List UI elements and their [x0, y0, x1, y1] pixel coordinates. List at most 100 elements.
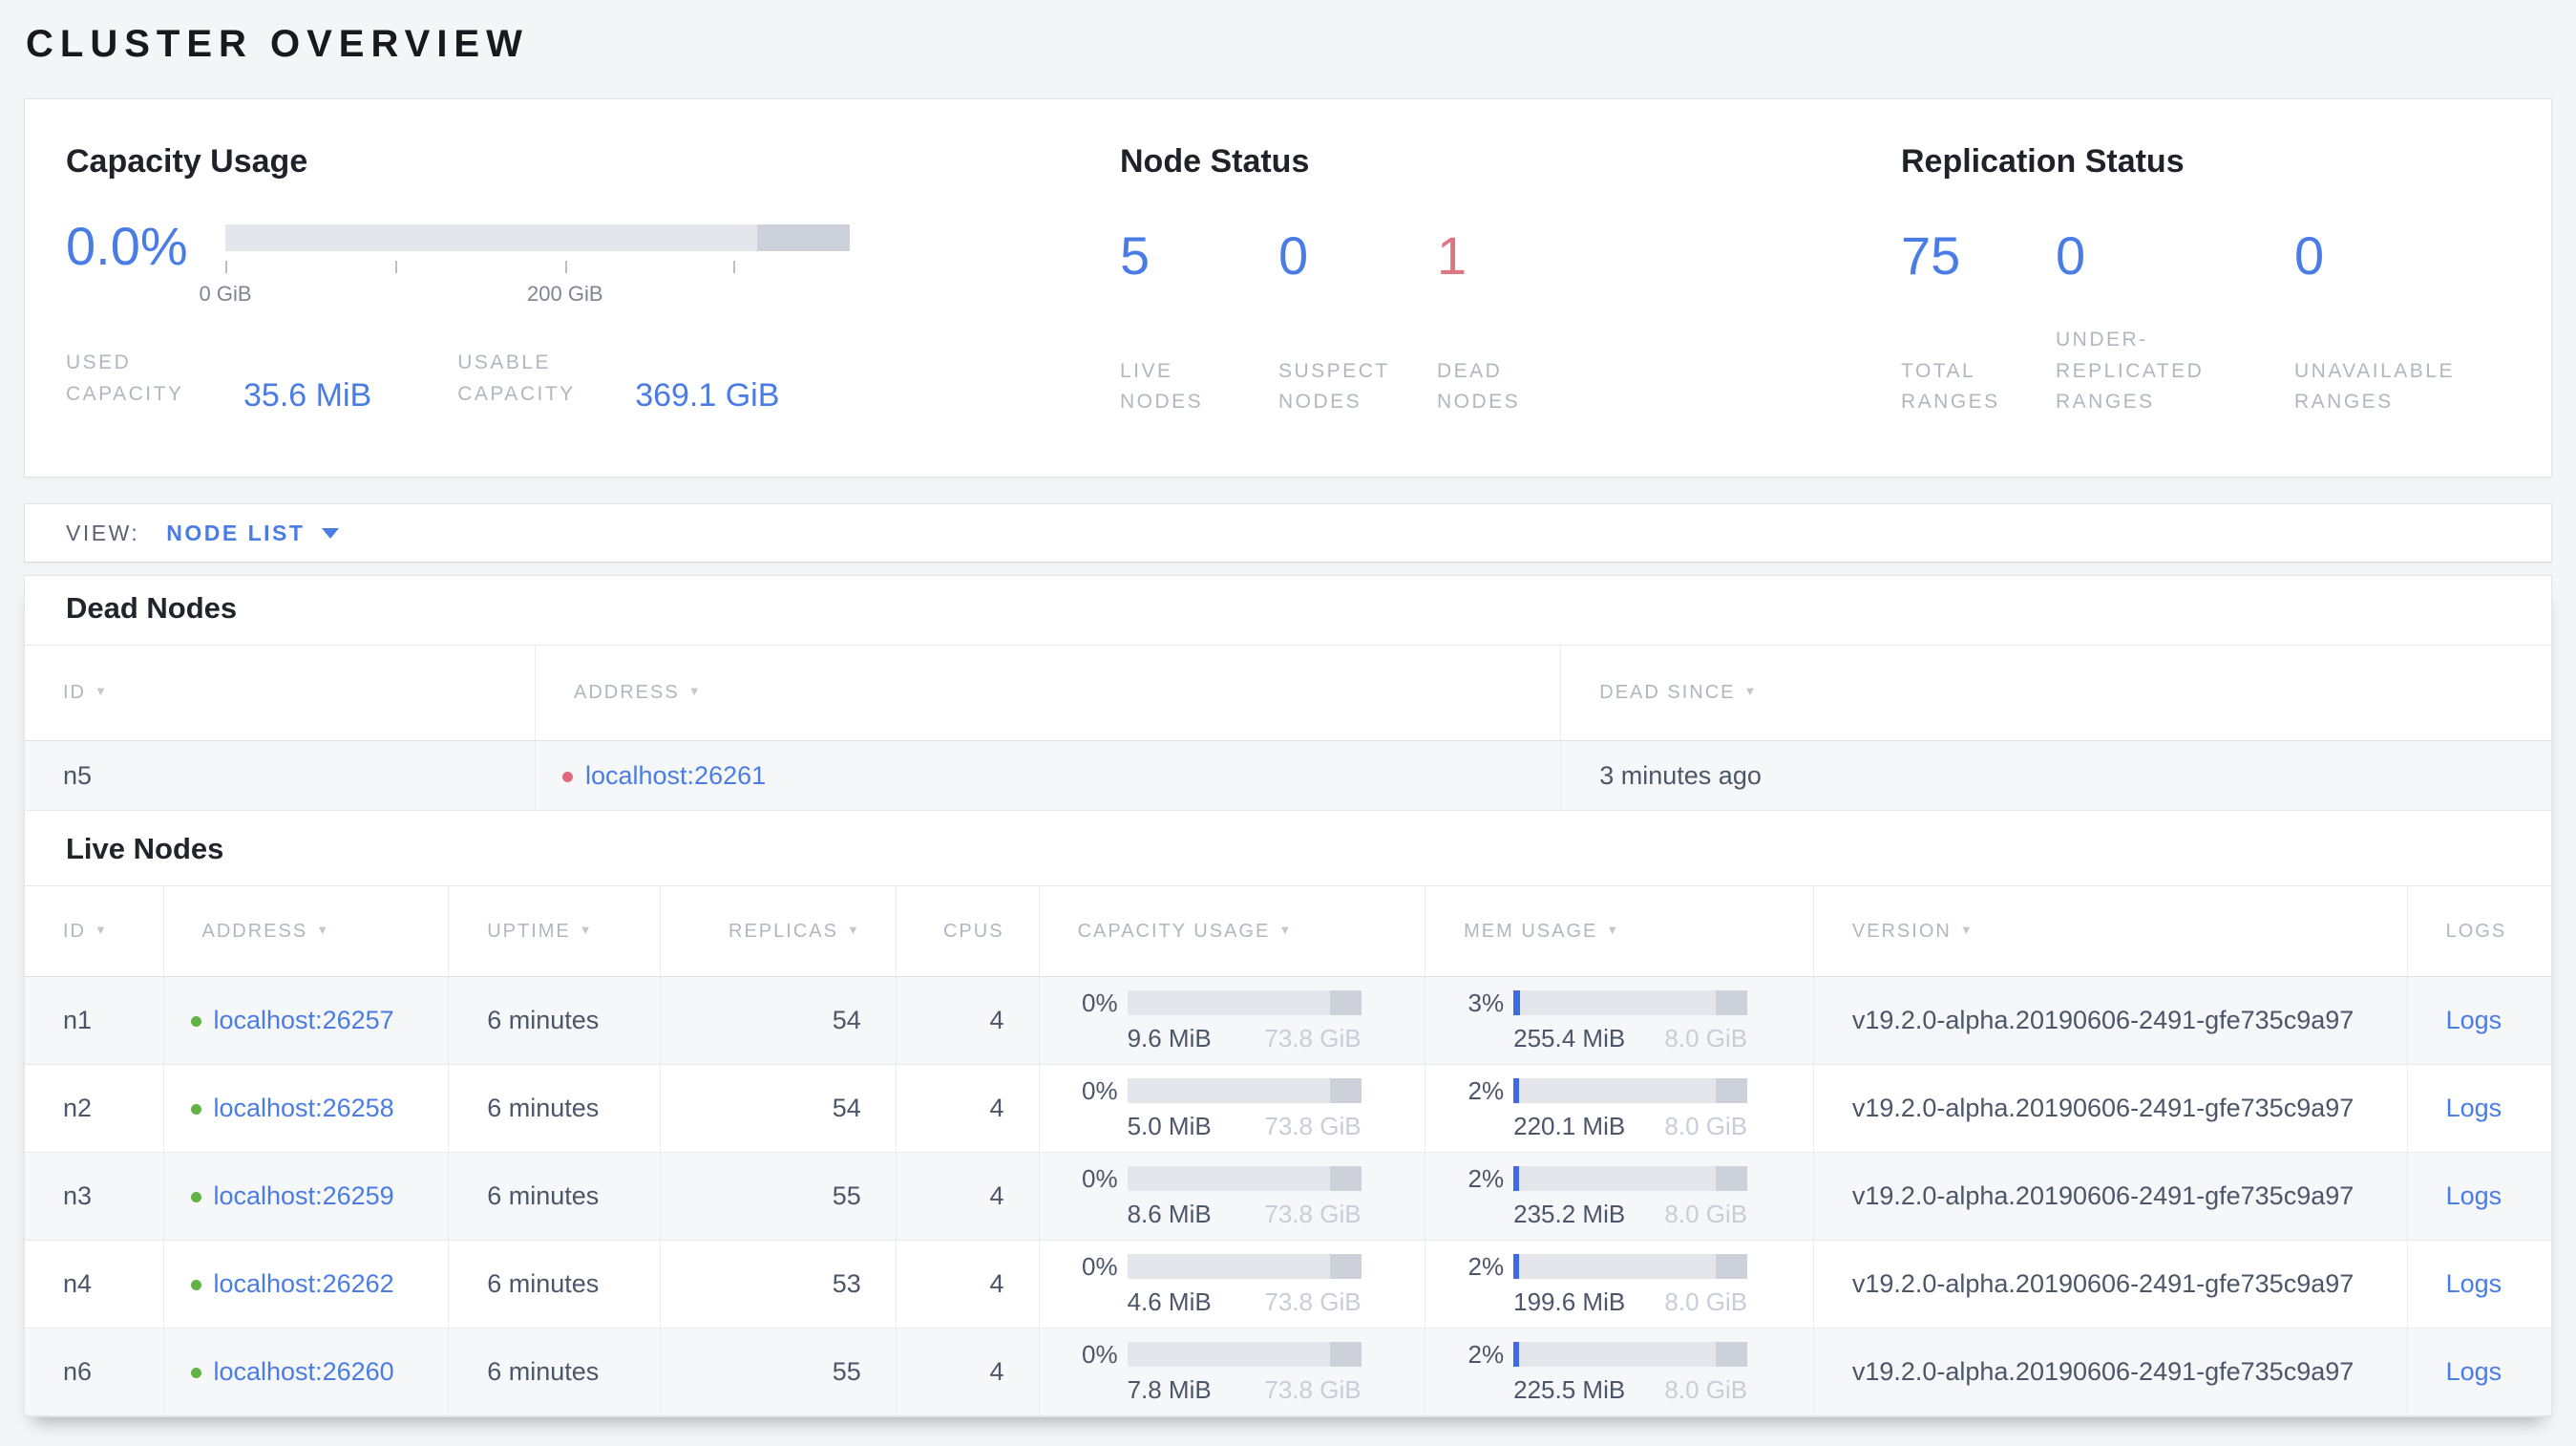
- usage-percent: 0%: [1081, 1075, 1118, 1105]
- version-cell: v19.2.0-alpha.20190606-2491-gfe735c9a97: [1812, 1328, 2408, 1416]
- chevron-down-icon[interactable]: [322, 527, 340, 539]
- node-live-status-icon: [190, 1104, 201, 1115]
- used-capacity-stat: USED CAPACITY 35.6 MiB: [66, 348, 371, 414]
- sort-descending-icon: ▼: [579, 922, 594, 937]
- sort-descending-icon: ▼: [846, 922, 861, 937]
- usage-bar-fill: [1513, 1342, 1520, 1367]
- axis-tick: [225, 261, 227, 273]
- node-address-link[interactable]: localhost:26261: [584, 760, 767, 790]
- dead-nodes-section-title: Dead Nodes: [66, 591, 238, 625]
- usage-total-value: 8.0 GiB: [1664, 1374, 1748, 1404]
- column-header-address[interactable]: ADDRESS ▼: [534, 645, 1561, 741]
- column-header-dead-since[interactable]: DEAD SINCE ▼: [1560, 645, 2551, 741]
- node-live-status-icon: [190, 1016, 201, 1027]
- logs-link[interactable]: Logs: [2445, 1094, 2502, 1122]
- column-header-label: ADDRESS: [573, 682, 680, 703]
- node-address-link[interactable]: localhost:26258: [213, 1094, 394, 1122]
- usage-bar-reserved-segment: [1716, 1078, 1748, 1103]
- column-header-mem-usage[interactable]: MEM USAGE ▼: [1425, 885, 1814, 977]
- dead-nodes-table: ID ▼ ADDRESS ▼ DEAD SINCE ▼ n5 localhost:26261…: [25, 645, 2551, 811]
- usage-bar-row: 2%: [1446, 1076, 1813, 1106]
- usable-capacity-stat: USABLE CAPACITY 369.1 GiB: [457, 348, 779, 414]
- capacity-usage-widget: 0% 4.6 MiB 73.8 GiB: [1061, 1252, 1425, 1317]
- sort-descending-icon: ▼: [1743, 684, 1759, 698]
- view-mode-dropdown[interactable]: NODE LIST: [166, 520, 306, 545]
- version-cell: v19.2.0-alpha.20190606-2491-gfe735c9a97: [1812, 976, 2408, 1065]
- usage-total-value: 73.8 GiB: [1264, 1199, 1362, 1228]
- usage-values: 220.1 MiB 8.0 GiB: [1513, 1112, 1747, 1141]
- node-address-link[interactable]: localhost:26260: [213, 1357, 394, 1386]
- live-nodes-table: ID ▼ ADDRESS ▼ UPTIME ▼ REPLICAS ▼ CPUS CAPACITY …: [25, 885, 2551, 1416]
- column-header-version[interactable]: VERSION ▼: [1812, 885, 2408, 977]
- usage-bar-row: 0%: [1061, 989, 1425, 1018]
- uptime-cell: 6 minutes: [448, 1328, 661, 1416]
- usage-total-value: 73.8 GiB: [1264, 1023, 1362, 1053]
- live-node-row: n6 localhost:26260 6 minutes 55 4 0% 7.8 MiB 73…: [25, 1328, 2551, 1416]
- suspect-nodes-stat: 0 SUSPECT NODES: [1278, 224, 1437, 418]
- usable-capacity-value: 369.1 GiB: [635, 377, 780, 415]
- column-header-id[interactable]: ID ▼: [25, 885, 163, 977]
- uptime-cell: 6 minutes: [448, 976, 661, 1065]
- usage-values: 9.6 MiB 73.8 GiB: [1128, 1024, 1362, 1053]
- column-header-cpus: CPUS: [895, 885, 1040, 977]
- suspect-nodes-label: SUSPECT NODES: [1278, 359, 1390, 414]
- node-id-cell: n5: [25, 740, 536, 811]
- node-dead-status-icon: [561, 771, 573, 782]
- memory-usage-cell: 2% 220.1 MiB 8.0 GiB: [1425, 1064, 1814, 1153]
- sort-descending-icon: ▼: [1606, 922, 1621, 937]
- usage-bar-reserved-segment: [1716, 1342, 1748, 1367]
- usage-percent: 2%: [1467, 1251, 1505, 1281]
- usage-bar-track: [1127, 1342, 1362, 1367]
- logs-link[interactable]: Logs: [2445, 1006, 2502, 1034]
- replicas-cell: 53: [659, 1240, 897, 1329]
- logs-link[interactable]: Logs: [2445, 1269, 2502, 1298]
- replication-status-heading: Replication Status: [1901, 143, 2185, 180]
- column-header-capacity-usage[interactable]: CAPACITY USAGE ▼: [1038, 885, 1425, 977]
- usage-bar-track: [1127, 990, 1362, 1015]
- usage-bar-track: [1513, 1166, 1748, 1191]
- live-nodes-count: 5: [1120, 225, 1151, 286]
- node-status-heading: Node Status: [1120, 143, 1310, 180]
- nodes-content-card: Dead Nodes ID ▼ ADDRESS ▼ DEAD SINCE ▼ n5 loca…: [24, 575, 2552, 1417]
- usage-used-value: 9.6 MiB: [1127, 1023, 1212, 1053]
- usage-bar-fill: [1513, 1078, 1520, 1103]
- memory-usage-widget: 2% 199.6 MiB 8.0 GiB: [1446, 1252, 1813, 1317]
- logs-link[interactable]: Logs: [2445, 1357, 2502, 1386]
- node-id-cell: n1: [25, 976, 163, 1065]
- usage-percent: 2%: [1467, 1075, 1505, 1105]
- dead-nodes-count: 1: [1437, 225, 1467, 286]
- column-header-address[interactable]: ADDRESS ▼: [162, 885, 449, 977]
- total-ranges-stat: 75 TOTAL RANGES: [1901, 224, 2056, 418]
- axis-tick-label: 0 GiB: [199, 282, 252, 306]
- usage-percent: 2%: [1467, 1339, 1505, 1369]
- node-live-status-icon: [190, 1192, 201, 1202]
- usage-percent: 0%: [1081, 1251, 1118, 1281]
- column-header-label: CPUS: [942, 920, 1004, 942]
- replication-status-section: Replication Status 75 TOTAL RANGES 0 UND…: [1901, 143, 2551, 477]
- usage-values: 5.0 MiB 73.8 GiB: [1128, 1112, 1362, 1141]
- usage-bar-reserved-segment: [1716, 1254, 1748, 1279]
- usage-values: 8.6 MiB 73.8 GiB: [1128, 1200, 1362, 1229]
- view-selector-bar: VIEW: NODE LIST: [24, 503, 2552, 563]
- node-live-status-icon: [190, 1280, 201, 1290]
- node-address-link[interactable]: localhost:26257: [213, 1006, 394, 1034]
- usage-used-value: 199.6 MiB: [1513, 1287, 1626, 1316]
- column-header-logs: LOGS: [2406, 885, 2551, 977]
- node-address-link[interactable]: localhost:26262: [213, 1269, 394, 1298]
- column-header-uptime[interactable]: UPTIME ▼: [448, 885, 661, 977]
- usage-values: 199.6 MiB 8.0 GiB: [1513, 1287, 1747, 1317]
- capacity-usage-widget: 0% 9.6 MiB 73.8 GiB: [1061, 989, 1425, 1053]
- usage-values: 225.5 MiB 8.0 GiB: [1513, 1375, 1747, 1405]
- sort-descending-icon: ▼: [316, 922, 331, 937]
- node-address-link[interactable]: localhost:26259: [213, 1181, 394, 1210]
- logs-link[interactable]: Logs: [2445, 1181, 2502, 1210]
- cpus-cell: 4: [895, 1152, 1040, 1241]
- column-header-id[interactable]: ID ▼: [25, 645, 536, 741]
- column-header-replicas[interactable]: REPLICAS ▼: [659, 885, 897, 977]
- dead-node-row: n5 localhost:26261 3 minutes ago: [25, 740, 2551, 811]
- usage-bar-reserved-segment: [1329, 1078, 1362, 1103]
- axis-tick-label: 200 GiB: [527, 282, 603, 306]
- replicas-cell: 54: [659, 976, 897, 1065]
- live-nodes-stat: 5 LIVE NODES: [1120, 224, 1278, 418]
- capacity-usage-widget: 0% 8.6 MiB 73.8 GiB: [1061, 1164, 1425, 1229]
